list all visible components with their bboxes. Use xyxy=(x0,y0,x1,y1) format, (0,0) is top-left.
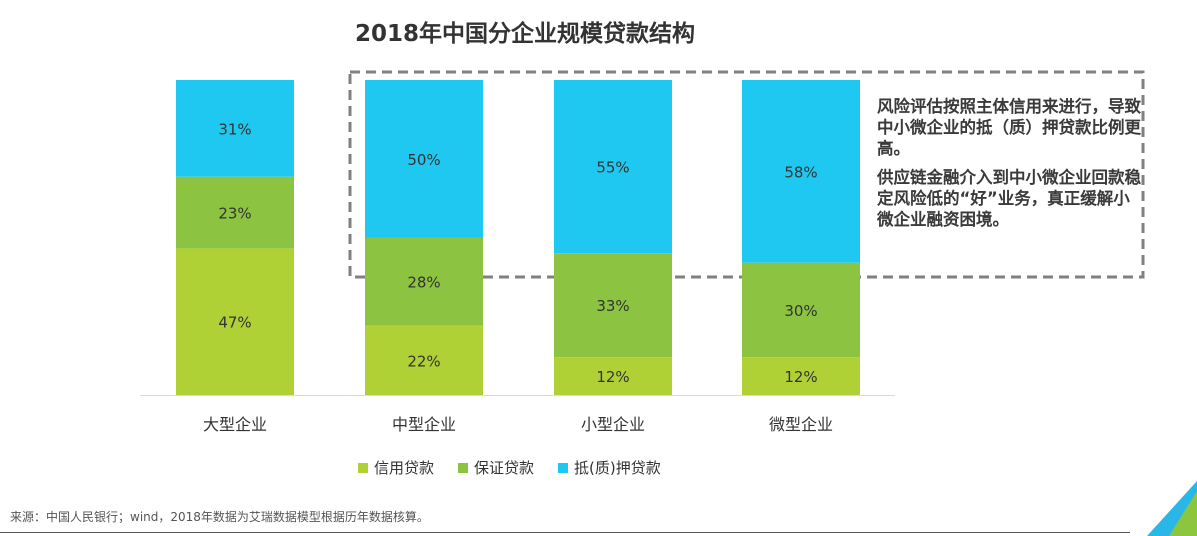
legend-label-guarantee: 保证贷款 xyxy=(474,459,535,477)
category-label-4: 微型企业 xyxy=(769,415,833,434)
bar-credit-1 xyxy=(176,248,294,395)
data-label-credit-1: 47% xyxy=(218,314,251,332)
bar-mortgage-2 xyxy=(365,80,483,238)
bar-mortgage-1 xyxy=(176,80,294,177)
bar-guarantee-4 xyxy=(742,262,860,358)
legend-label-credit: 信用贷款 xyxy=(374,459,435,477)
legend-label-mortgage: 抵(质)押贷款 xyxy=(574,459,661,477)
category-label-2: 中型企业 xyxy=(392,415,456,434)
data-label-mortgage-1: 31% xyxy=(218,120,251,138)
bottom-divider xyxy=(0,532,1130,533)
data-label-credit-4: 12% xyxy=(784,368,817,386)
data-label-mortgage-2: 50% xyxy=(407,151,440,169)
bar-mortgage-3 xyxy=(554,80,672,254)
bar-credit-4 xyxy=(742,357,860,395)
legend-swatch-credit xyxy=(358,462,368,473)
bar-guarantee-3 xyxy=(554,253,672,358)
source-note: 来源：中国人民银行；wind，2018年数据为艾瑞数据模型根据历年数据核算。 xyxy=(10,510,429,524)
data-label-mortgage-4: 58% xyxy=(784,163,817,181)
data-label-mortgage-3: 55% xyxy=(596,159,629,177)
data-label-credit-2: 22% xyxy=(407,352,440,370)
legend-item-guarantee: 保证贷款 xyxy=(458,457,534,478)
chart-title: 2018年中国分企业规模贷款结构 xyxy=(354,21,695,47)
category-label-3: 小型企业 xyxy=(581,415,645,434)
corner-decoration xyxy=(1147,481,1197,536)
legend-swatch-mortgage xyxy=(558,462,569,473)
data-label-guarantee-3: 33% xyxy=(596,297,629,315)
bar-guarantee-2 xyxy=(365,237,483,326)
annotation-note: 风险评估按照主体信用来进行，导致中小微企业的抵（质）押贷款比例更高。 供应链金融… xyxy=(877,96,1145,238)
note-paragraph-2: 供应链金融介入到中小微企业回款稳定风险低的“好”业务，真正缓解小微企业融资困境。 xyxy=(877,168,1141,229)
data-label-guarantee-1: 23% xyxy=(218,205,251,223)
data-label-guarantee-2: 28% xyxy=(407,274,440,292)
bar-credit-2 xyxy=(365,325,483,395)
bar-credit-3 xyxy=(554,357,672,395)
bar-mortgage-4 xyxy=(742,80,860,263)
bar-guarantee-1 xyxy=(176,176,294,249)
legend-item-credit: 信用贷款 xyxy=(358,457,434,478)
note-paragraph-1: 风险评估按照主体信用来进行，导致中小微企业的抵（质）押贷款比例更高。 xyxy=(877,97,1141,158)
legend-item-mortgage: 抵(质)押贷款 xyxy=(558,457,661,478)
legend-swatch-guarantee xyxy=(458,462,469,473)
data-label-credit-3: 12% xyxy=(596,368,629,386)
category-label-1: 大型企业 xyxy=(203,415,267,434)
legend: 信用贷款 保证贷款 抵(质)押贷款 xyxy=(358,457,661,478)
data-label-guarantee-4: 30% xyxy=(784,302,817,320)
